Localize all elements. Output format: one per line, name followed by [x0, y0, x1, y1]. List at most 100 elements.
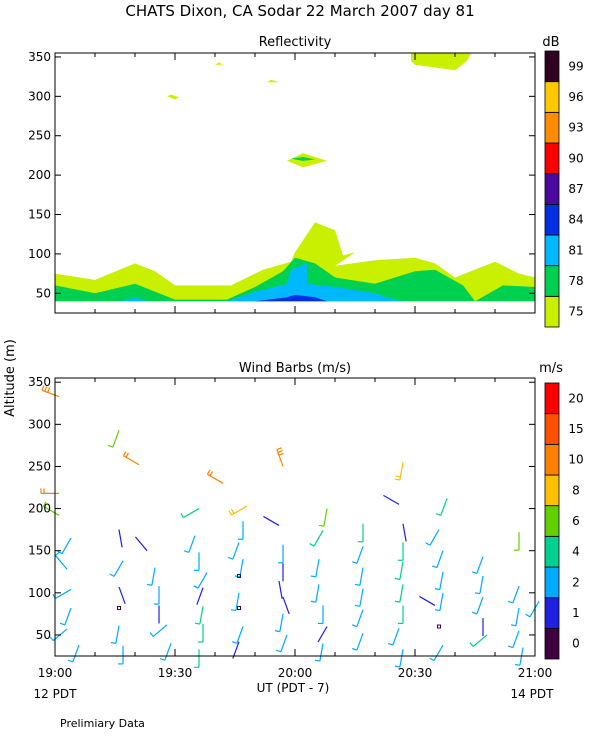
reflectivity-contour — [119, 297, 147, 302]
wind-calm-marker — [237, 573, 241, 578]
y-tick-label: 150 — [28, 208, 51, 222]
wind-barb — [276, 447, 284, 467]
wind-barb — [351, 609, 364, 628]
reflectivity-contour — [255, 294, 327, 302]
colorbar-swatch — [544, 173, 560, 205]
colorbar-tick-label: 78 — [568, 274, 583, 288]
wind-barb — [198, 623, 204, 643]
wind-barb — [118, 586, 126, 605]
footer-note: Prelimiary Data — [60, 717, 145, 730]
x-left-note: 12 PDT — [34, 687, 78, 701]
colorbar-tick-label: 99 — [568, 59, 583, 73]
wind-units: m/s — [539, 361, 563, 376]
colorbar-swatch — [544, 203, 560, 236]
y-tick-label: 200 — [28, 168, 51, 182]
colorbar-swatch — [544, 50, 560, 83]
wind-barb — [196, 587, 204, 605]
wind-barb — [54, 551, 68, 570]
wind-barb — [351, 633, 364, 651]
wind-barb — [42, 501, 60, 516]
y-tick-label: 150 — [28, 544, 51, 558]
colorbar-tick-label: 0 — [572, 637, 580, 651]
colorbar-tick-label: 6 — [572, 514, 580, 528]
wind-barb — [474, 575, 484, 595]
wind-barb — [398, 542, 404, 561]
wind-calm-marker — [237, 605, 241, 610]
wind-barb — [429, 644, 444, 662]
figure-title: CHATS Dixon, CA Sodar 22 March 2007 day … — [125, 2, 474, 20]
wind-barb — [387, 627, 400, 646]
colorbar-swatch — [544, 627, 560, 660]
wind-barb — [471, 556, 484, 575]
wind-barb — [514, 532, 520, 551]
colorbar-tick-label: 96 — [568, 90, 583, 104]
y-tick-label: 50 — [36, 286, 51, 300]
wind-barb — [183, 535, 196, 554]
wind-barb — [41, 385, 60, 398]
wind-barb — [394, 462, 404, 481]
wind-barb — [40, 488, 59, 495]
wind-barb — [394, 649, 404, 668]
y-tick-label: 250 — [28, 459, 51, 473]
colorbar-swatch — [544, 382, 560, 415]
wind-barb — [118, 645, 124, 665]
colorbar-swatch — [544, 505, 560, 537]
wind-barb-layer — [40, 385, 540, 668]
y-tick-label: 100 — [28, 247, 51, 261]
reflectivity-units: dB — [542, 35, 559, 50]
colorbar-swatch — [544, 265, 560, 297]
wind-barb — [383, 494, 400, 505]
wind-barb — [469, 634, 488, 647]
wind-axes: 50 100 150 200 250 300 350 — [28, 375, 536, 656]
reflectivity-colorbar: 75 78 81 84 87 90 93 96 99 — [544, 50, 584, 328]
colorbar-swatch — [544, 295, 560, 328]
x-tick-label: 20:30 — [398, 666, 433, 680]
wind-plot-frame — [54, 377, 536, 657]
reflectivity-plot-frame — [54, 52, 536, 314]
wind-barb — [194, 606, 204, 625]
colorbar-tick-label: 10 — [568, 453, 583, 467]
wind-barb — [263, 515, 280, 526]
wind-barb — [398, 605, 404, 625]
wind-barb — [354, 588, 364, 607]
y-tick-label: 100 — [28, 586, 51, 600]
colorbar-swatch — [544, 443, 560, 476]
wind-barb — [110, 625, 120, 644]
wind-barb — [134, 536, 148, 552]
y-tick-label: 350 — [28, 50, 51, 64]
colorbar-swatch — [544, 474, 560, 507]
colorbar-tick-label: 8 — [572, 483, 580, 497]
wind-barb — [394, 584, 404, 603]
wind-barb — [317, 626, 328, 643]
wind-barb — [159, 643, 172, 661]
wind-barb — [230, 592, 240, 612]
y-tick-label: 350 — [28, 375, 51, 389]
wind-barb — [194, 649, 200, 668]
wind-barb — [109, 560, 124, 577]
wind-barb — [471, 596, 484, 615]
reflectivity-axes: 50 100 150 200 250 300 350 — [28, 50, 536, 313]
wind-barb — [434, 592, 444, 612]
wind-barb — [278, 544, 284, 564]
wind-barb — [419, 595, 436, 606]
colorbar-tick-label: 87 — [568, 182, 583, 196]
y-tick-label: 300 — [28, 417, 51, 431]
colorbar-tick-label: 93 — [568, 121, 583, 135]
wind-barb — [180, 508, 200, 519]
wind-barb — [507, 585, 520, 604]
wind-barb — [507, 630, 520, 649]
wind-barb — [193, 572, 208, 589]
wind-barb — [425, 529, 440, 546]
wind-barb — [107, 430, 120, 448]
wind-barb — [67, 644, 80, 663]
wind-barb — [154, 586, 160, 605]
reflectivity-contour — [291, 157, 315, 161]
wind-barb — [354, 567, 364, 586]
wind-barb — [351, 546, 364, 564]
wind-barb — [318, 508, 328, 527]
wind-calm-marker — [117, 605, 121, 610]
y-tick-label: 50 — [36, 628, 51, 642]
colorbar-swatch — [544, 535, 560, 568]
wind-barb — [228, 505, 248, 516]
wind-barb — [57, 537, 72, 555]
